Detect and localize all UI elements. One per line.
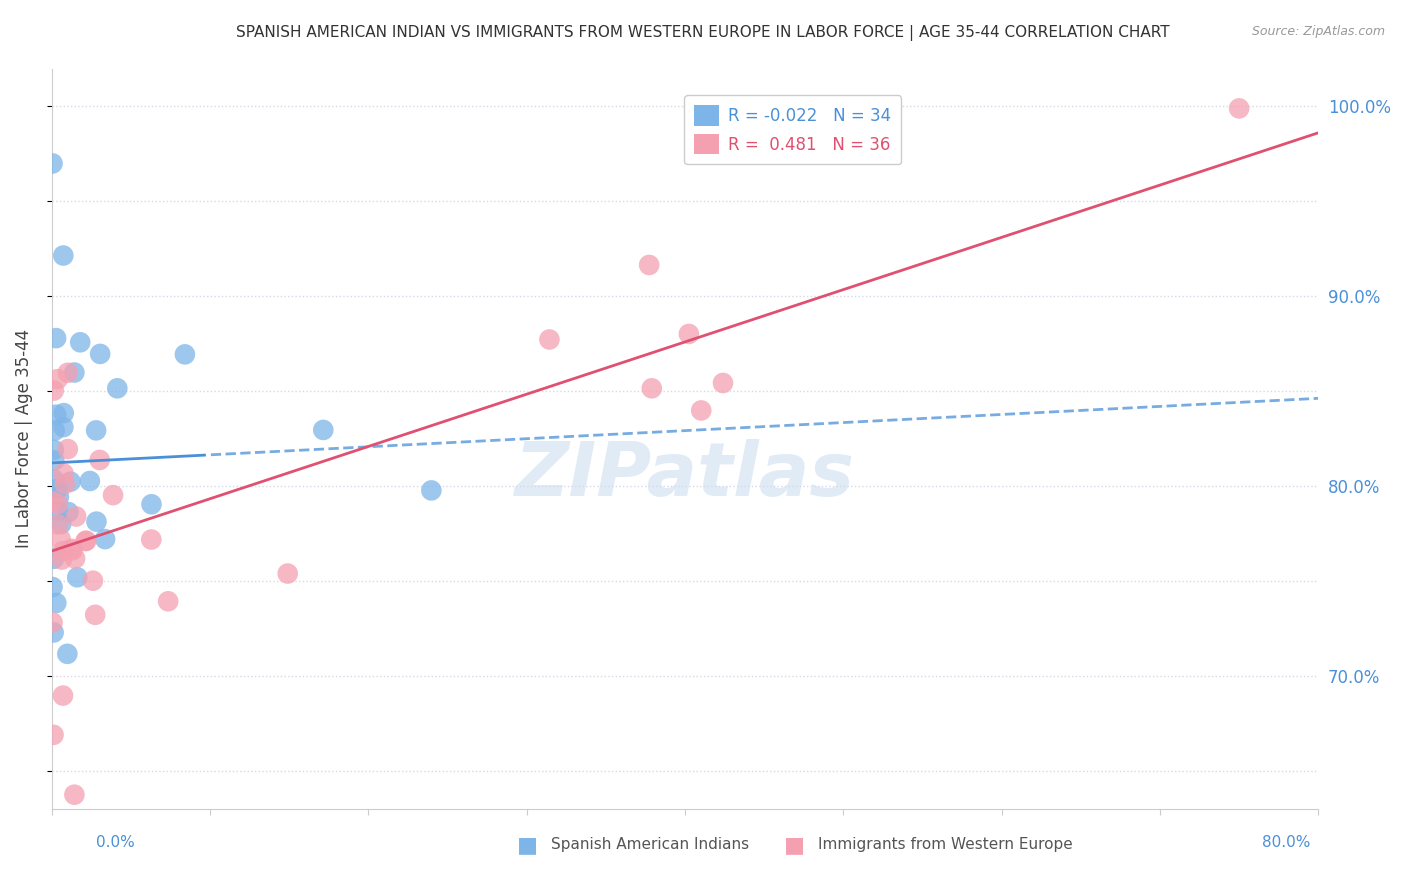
Point <box>420 483 443 498</box>
Point <box>105 381 128 395</box>
Point <box>312 423 335 437</box>
Point <box>89 347 111 361</box>
Text: 80.0%: 80.0% <box>1263 836 1310 850</box>
Point <box>52 406 75 420</box>
Point <box>51 516 73 531</box>
Point <box>56 366 79 380</box>
Text: Source: ZipAtlas.com: Source: ZipAtlas.com <box>1251 25 1385 38</box>
Point <box>46 372 69 386</box>
Point <box>75 534 97 549</box>
Point <box>174 347 197 361</box>
Point <box>51 552 73 566</box>
Point <box>86 515 108 529</box>
Point <box>59 475 82 489</box>
Point <box>45 596 67 610</box>
Point <box>52 248 75 262</box>
Point <box>79 474 101 488</box>
Point <box>46 517 69 532</box>
Point <box>44 424 66 438</box>
Y-axis label: In Labor Force | Age 35-44: In Labor Force | Age 35-44 <box>15 329 32 549</box>
Point <box>63 551 86 566</box>
Text: ZIPatlas: ZIPatlas <box>515 439 855 512</box>
Point <box>49 532 72 546</box>
Text: ■: ■ <box>785 835 804 855</box>
Point <box>141 533 163 547</box>
Point <box>41 494 63 508</box>
Point <box>48 490 70 504</box>
Text: SPANISH AMERICAN INDIAN VS IMMIGRANTS FROM WESTERN EUROPE IN LABOR FORCE | AGE 3: SPANISH AMERICAN INDIAN VS IMMIGRANTS FR… <box>236 25 1170 41</box>
Point <box>51 544 73 558</box>
Point <box>690 403 713 417</box>
Point <box>56 442 79 456</box>
Point <box>45 408 67 422</box>
Point <box>53 477 76 491</box>
Point <box>42 442 65 457</box>
Text: Immigrants from Western Europe: Immigrants from Western Europe <box>818 838 1073 852</box>
Point <box>94 532 117 546</box>
Point <box>157 594 180 608</box>
Point <box>52 467 75 481</box>
Point <box>45 331 67 345</box>
Point <box>56 647 79 661</box>
Point <box>46 497 69 511</box>
Point <box>42 728 65 742</box>
Point <box>82 574 104 588</box>
Point <box>538 333 561 347</box>
Point <box>84 607 107 622</box>
Point <box>66 570 89 584</box>
Point <box>641 381 664 395</box>
Point <box>277 566 299 581</box>
Point <box>58 505 80 519</box>
Point <box>60 541 83 556</box>
Point <box>41 156 63 170</box>
Point <box>42 625 65 640</box>
Legend: R = -0.022   N = 34, R =  0.481   N = 36: R = -0.022 N = 34, R = 0.481 N = 36 <box>685 95 901 164</box>
Point <box>89 453 111 467</box>
Text: 0.0%: 0.0% <box>96 836 135 850</box>
Point <box>69 335 91 350</box>
Point <box>678 326 700 341</box>
Point <box>84 423 107 437</box>
Point <box>46 504 69 518</box>
Text: ■: ■ <box>517 835 537 855</box>
Point <box>42 552 65 566</box>
Point <box>46 482 69 496</box>
Point <box>101 488 124 502</box>
Point <box>44 453 66 467</box>
Point <box>52 420 75 434</box>
Point <box>141 497 163 511</box>
Point <box>1227 102 1250 116</box>
Point <box>63 366 86 380</box>
Text: Spanish American Indians: Spanish American Indians <box>551 838 749 852</box>
Point <box>63 788 86 802</box>
Point <box>42 384 65 398</box>
Point <box>638 258 661 272</box>
Point <box>65 509 87 524</box>
Point <box>52 689 75 703</box>
Point <box>62 543 84 558</box>
Point <box>41 580 63 594</box>
Point <box>711 376 734 390</box>
Point <box>41 615 63 630</box>
Point <box>75 533 97 548</box>
Point <box>44 473 66 487</box>
